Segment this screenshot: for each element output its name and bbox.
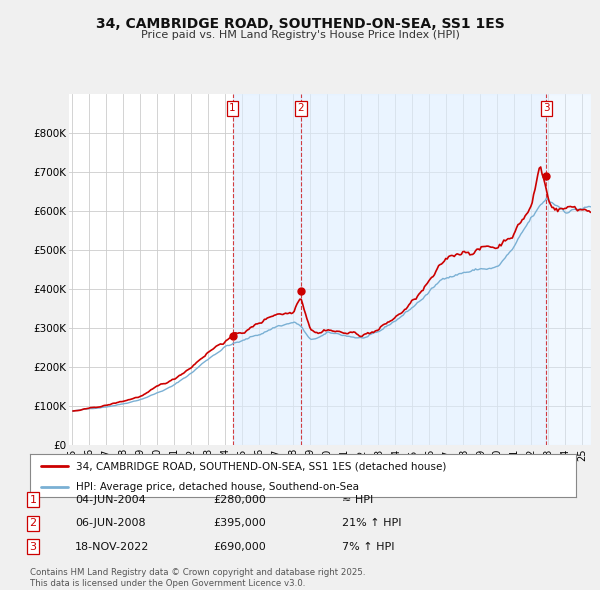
Text: 34, CAMBRIDGE ROAD, SOUTHEND-ON-SEA, SS1 1ES (detached house): 34, CAMBRIDGE ROAD, SOUTHEND-ON-SEA, SS1… (76, 461, 447, 471)
Text: 2: 2 (297, 103, 304, 113)
Text: 04-JUN-2004: 04-JUN-2004 (75, 495, 146, 504)
Text: 1: 1 (229, 103, 236, 113)
Text: 3: 3 (29, 542, 37, 552)
Text: £395,000: £395,000 (213, 519, 266, 528)
Text: Contains HM Land Registry data © Crown copyright and database right 2025.
This d: Contains HM Land Registry data © Crown c… (30, 568, 365, 588)
Text: £280,000: £280,000 (213, 495, 266, 504)
Bar (301, 94, 547, 445)
Text: 1: 1 (29, 495, 37, 504)
Text: £690,000: £690,000 (213, 542, 266, 552)
Text: 06-JUN-2008: 06-JUN-2008 (75, 519, 146, 528)
Text: 2: 2 (29, 519, 37, 528)
Text: 3: 3 (543, 103, 550, 113)
Bar (233, 94, 301, 445)
Text: 7% ↑ HPI: 7% ↑ HPI (342, 542, 395, 552)
Text: HPI: Average price, detached house, Southend-on-Sea: HPI: Average price, detached house, Sout… (76, 483, 359, 493)
Text: 34, CAMBRIDGE ROAD, SOUTHEND-ON-SEA, SS1 1ES: 34, CAMBRIDGE ROAD, SOUTHEND-ON-SEA, SS1… (95, 17, 505, 31)
Bar (547, 94, 591, 445)
Text: 18-NOV-2022: 18-NOV-2022 (75, 542, 149, 552)
Text: ≈ HPI: ≈ HPI (342, 495, 373, 504)
Text: Price paid vs. HM Land Registry's House Price Index (HPI): Price paid vs. HM Land Registry's House … (140, 30, 460, 40)
Text: 21% ↑ HPI: 21% ↑ HPI (342, 519, 401, 528)
